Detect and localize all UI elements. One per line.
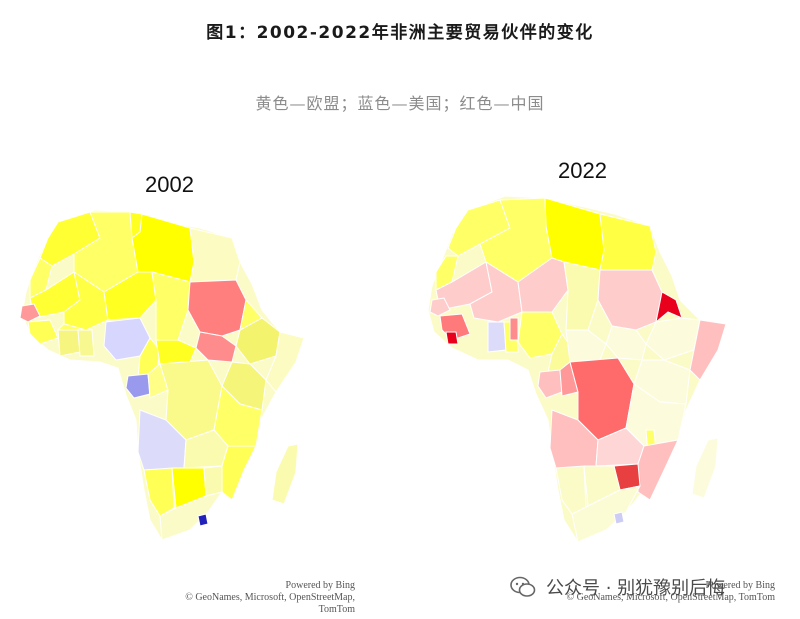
country-madagascar xyxy=(271,443,299,505)
country-car xyxy=(565,329,607,363)
country-madagascar xyxy=(691,437,719,499)
country-namibia xyxy=(555,465,587,515)
watermark-text: 公众号 · 别犹豫别后悔 xyxy=(546,578,726,599)
africa-map-2002 xyxy=(19,209,305,541)
wechat-icon xyxy=(510,576,536,597)
country-senegal xyxy=(429,297,451,317)
country-car xyxy=(155,339,197,365)
watermark: 公众号 · 别犹豫别后悔 xyxy=(510,572,780,602)
country-ghana xyxy=(77,329,95,357)
country-sudan xyxy=(597,269,663,331)
figure-subtitle: 黄色—欧盟；蓝色—美国；红色—中国 xyxy=(255,94,545,113)
country-eritrea xyxy=(239,298,263,331)
country-egypt xyxy=(189,227,241,283)
country-senegal xyxy=(19,303,41,323)
country-togo xyxy=(509,317,519,341)
country-burkina xyxy=(56,323,87,331)
powered-by-bing-text: Powered by Bing xyxy=(285,580,355,591)
country-sudan xyxy=(187,279,247,337)
country-south-africa xyxy=(159,491,224,541)
map-year-label-2002: 2002 xyxy=(145,172,194,197)
country-gabon xyxy=(125,373,151,399)
africa-map-2022 xyxy=(427,195,727,543)
copyright-text: © GeoNames, Microsoft, OpenStreetMap, To… xyxy=(185,592,355,615)
country-somalia xyxy=(689,319,727,381)
country-zimbabwe xyxy=(203,465,223,497)
powered-by-bing-text: Powered by Bing xyxy=(705,580,775,591)
country-somalia xyxy=(265,331,305,393)
country-sierra-leone xyxy=(445,331,459,345)
map-year-label-2022: 2022 xyxy=(558,158,607,183)
country-guinea xyxy=(27,319,59,345)
map-credit-2022: Powered by Bing © GeoNames, Microsoft, O… xyxy=(540,580,775,604)
country-south-africa xyxy=(571,485,641,543)
figure-title: 图1：2002-2022年非洲主要贸易伙伴的变化 xyxy=(206,23,594,43)
country-lesotho xyxy=(613,511,625,525)
country-cote-divoire xyxy=(57,329,81,357)
country-eritrea xyxy=(655,291,683,324)
country-cote-divoire xyxy=(487,321,507,353)
country-mozambique xyxy=(637,439,679,501)
map-credit-2002: Powered by Bing © GeoNames, Microsoft, O… xyxy=(150,580,355,616)
copyright-text: © GeoNames, Microsoft, OpenStreetMap, To… xyxy=(566,592,775,603)
country-gabon xyxy=(537,369,563,399)
country-lesotho xyxy=(197,513,209,527)
country-mozambique xyxy=(221,445,257,501)
country-egypt xyxy=(599,213,657,271)
